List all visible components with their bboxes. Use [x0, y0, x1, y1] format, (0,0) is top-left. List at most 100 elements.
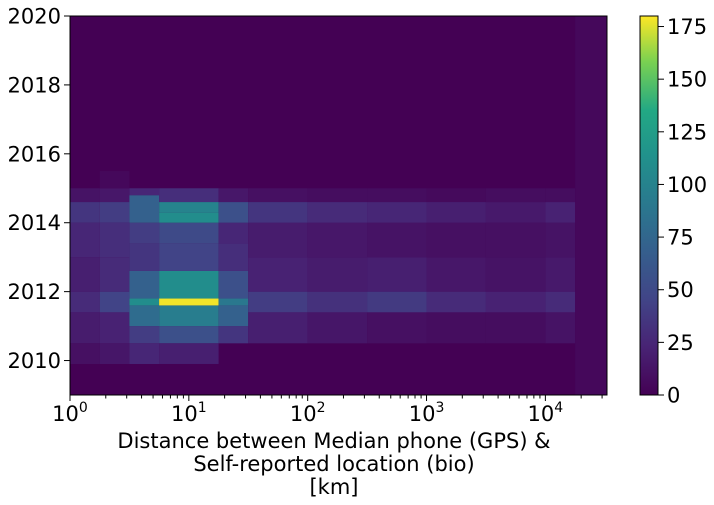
y-axis: 2010 2012 2014 2016 2018 2020	[8, 5, 70, 373]
heatmap-cell	[218, 326, 249, 344]
y-tick-label: 2010	[8, 349, 61, 373]
heatmap-cell	[426, 222, 486, 258]
x-tick-label: 103	[409, 400, 445, 426]
heatmap-cell	[545, 202, 576, 223]
x-axis-label-line: Distance between Median phone (GPS) &	[117, 429, 550, 453]
heatmap-cell	[218, 270, 249, 299]
heatmap-cell	[99, 312, 130, 344]
y-tick-label: 2018	[8, 73, 61, 97]
heatmap-cell	[485, 202, 546, 223]
heatmap-cell	[485, 291, 546, 313]
heatmap-cell	[99, 257, 130, 292]
heatmap-cell	[426, 257, 486, 292]
heatmap-cell	[218, 298, 249, 306]
heatmap-cell	[426, 202, 486, 223]
heatmap-cell	[99, 202, 130, 223]
heatmap-cell	[218, 202, 249, 223]
heatmap-cell	[70, 188, 100, 203]
heatmap-cell	[70, 312, 100, 344]
heatmap-cell	[485, 222, 546, 258]
heatmap-cell	[99, 291, 130, 313]
heatmap-cell	[129, 188, 160, 196]
colorbar-tick-label: 75	[667, 226, 694, 250]
colorbar-tick-label: 125	[667, 120, 707, 144]
heatmap-cell	[70, 222, 100, 258]
heatmap-cell	[159, 343, 219, 364]
heatmap-cell	[159, 305, 219, 327]
heatmap-cell	[159, 243, 219, 271]
heatmap-cell	[367, 202, 427, 223]
heatmap-cell	[248, 312, 308, 344]
heatmap-cell	[307, 188, 368, 203]
x-tick-label: 104	[528, 400, 564, 426]
heatmap-cell	[367, 257, 427, 292]
heatmap-cell	[99, 171, 130, 189]
heatmap-cell	[545, 222, 576, 258]
heatmap-cell	[307, 291, 368, 313]
x-tick-label: 100	[52, 400, 88, 426]
heatmap-cell	[129, 305, 160, 327]
colorbar-tick-label: 0	[667, 384, 680, 408]
heatmap-cell	[159, 298, 219, 306]
heatmap-cell	[159, 212, 219, 223]
heatmap-cell	[367, 291, 427, 313]
heatmap-cell	[70, 291, 100, 313]
y-tick-label: 2020	[8, 5, 61, 29]
heatmap-cell	[218, 305, 249, 327]
heatmap-cell	[218, 243, 249, 271]
x-axis-label-line: [km]	[309, 475, 358, 499]
x-tick-label: 102	[290, 400, 326, 426]
heatmap-cell	[248, 222, 308, 258]
heatmap-cells	[70, 16, 607, 395]
heatmap-cell	[159, 270, 219, 299]
heatmap-cell	[307, 257, 368, 292]
y-tick-label: 2016	[8, 142, 61, 166]
heatmap-cell	[99, 222, 130, 258]
heatmap-cell	[545, 312, 576, 344]
heatmap-cell	[307, 222, 368, 258]
heatmap-cell	[218, 222, 249, 244]
heatmap-cell	[426, 291, 486, 313]
heatmap-cell	[159, 202, 219, 213]
heatmap-cell	[129, 298, 160, 306]
heatmap-cell	[307, 202, 368, 223]
heatmap-cell	[129, 270, 160, 299]
heatmap-cell	[129, 343, 160, 364]
heatmap-cell	[426, 312, 486, 344]
heatmap-cell	[485, 257, 546, 292]
heatmap-cell	[99, 188, 130, 203]
heatmap-cell	[545, 257, 576, 292]
y-tick-label: 2014	[8, 211, 61, 235]
heatmap-cell	[218, 188, 249, 203]
heatmap-cell	[159, 188, 219, 203]
heatmap-cell	[248, 188, 308, 203]
heatmap-cell	[367, 188, 427, 203]
x-axis-label-line: Self-reported location (bio)	[193, 452, 474, 476]
heatmap-cell	[129, 222, 160, 244]
heatmap-cell	[426, 188, 486, 203]
x-axis: 100 101 102 103 104	[52, 395, 603, 426]
heatmap-cell	[485, 312, 546, 344]
x-tick-label: 101	[171, 400, 207, 426]
heatmap-cell	[545, 291, 576, 313]
heatmap-cell	[367, 222, 427, 258]
x-axis-label: Distance between Median phone (GPS) &Sel…	[117, 429, 550, 499]
heatmap-cell	[248, 202, 308, 223]
heatmap-cell	[129, 326, 160, 344]
colorbar-tick-label: 150	[667, 68, 707, 92]
heatmap-cell	[248, 291, 308, 313]
heatmap-cell	[70, 343, 100, 364]
y-tick-label: 2012	[8, 280, 61, 304]
heatmap-cell	[575, 16, 607, 395]
colorbar: 0 25 50 75 100 125 150 175	[639, 15, 707, 408]
colorbar-gradient	[639, 15, 659, 396]
plot-frame	[69, 15, 608, 396]
heatmap-cell	[159, 326, 219, 344]
colorbar-tick-label: 175	[667, 15, 707, 39]
heatmap-cell	[248, 257, 308, 292]
heatmap-cell	[129, 195, 160, 223]
heatmap-cell	[70, 202, 100, 223]
heatmap-cell	[70, 257, 100, 292]
heatmap-cell	[545, 188, 576, 203]
